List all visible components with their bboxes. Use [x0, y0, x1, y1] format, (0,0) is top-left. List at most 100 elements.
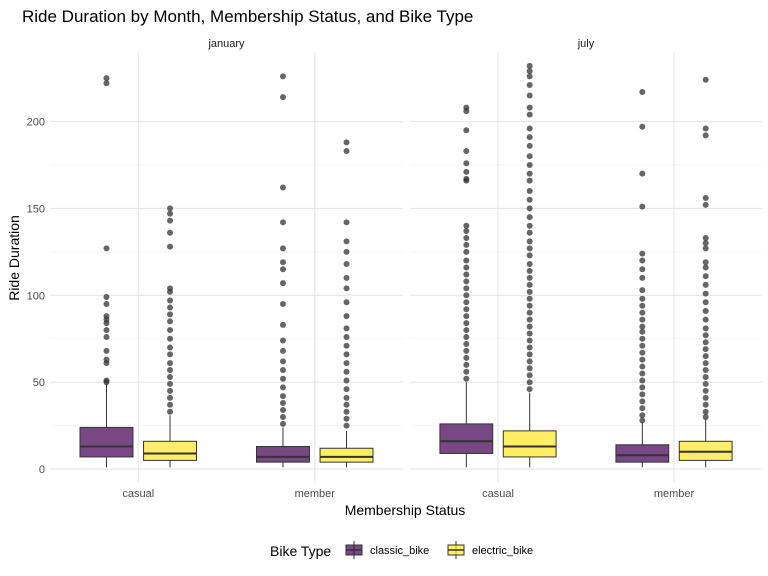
- outlier-point: [463, 361, 470, 368]
- outlier-point: [103, 379, 110, 386]
- box-casual-electric_bike: [502, 62, 557, 468]
- chart-title: Ride Duration by Month, Membership Statu…: [22, 7, 473, 26]
- box-member-classic_bike: [256, 73, 310, 468]
- outlier-point: [702, 353, 709, 360]
- outlier-point: [279, 94, 286, 101]
- outlier-point: [526, 365, 533, 372]
- outlier-point: [103, 294, 110, 301]
- legend-title: Bike Type: [270, 543, 331, 559]
- outlier-point: [639, 398, 646, 405]
- box-member-electric_bike: [678, 76, 733, 468]
- outlier-point: [463, 222, 470, 229]
- outlier-point: [639, 203, 646, 210]
- outlier-point: [526, 351, 533, 358]
- outlier-point: [702, 307, 709, 314]
- outlier-point: [343, 248, 350, 255]
- outlier-point: [526, 104, 533, 111]
- y-axis-title: Ride Duration: [6, 215, 22, 301]
- outlier-point: [103, 300, 110, 307]
- outlier-point: [279, 184, 286, 191]
- outlier-point: [702, 360, 709, 367]
- outlier-point: [639, 88, 646, 95]
- outlier-point: [167, 387, 174, 394]
- outlier-point: [463, 148, 470, 155]
- outlier-point: [702, 132, 709, 139]
- outlier-point: [702, 240, 709, 247]
- y-tick-label: 0: [39, 464, 45, 476]
- outlier-point: [343, 394, 350, 401]
- outlier-point: [639, 391, 646, 398]
- outlier-point: [702, 316, 709, 323]
- outlier-point: [526, 68, 533, 75]
- outlier-point: [343, 408, 350, 415]
- outlier-point: [167, 360, 174, 367]
- outlier-point: [279, 347, 286, 354]
- outlier-point: [702, 194, 709, 201]
- outlier-point: [639, 412, 646, 419]
- outlier-point: [639, 309, 646, 316]
- outlier-point: [463, 292, 470, 299]
- outlier-point: [526, 323, 533, 330]
- outlier-point: [463, 368, 470, 375]
- x-tick-label: member: [654, 488, 695, 500]
- outlier-point: [526, 330, 533, 337]
- outlier-point: [526, 222, 533, 229]
- x-tick-label: casual: [122, 488, 154, 500]
- facet-january: january casual member: [50, 38, 403, 500]
- outlier-point: [167, 373, 174, 380]
- box-member-electric_bike: [319, 139, 374, 468]
- outlier-point: [639, 335, 646, 342]
- outlier-point: [343, 139, 350, 146]
- outlier-point: [526, 252, 533, 259]
- outlier-point: [639, 123, 646, 130]
- outlier-point: [526, 161, 533, 168]
- outlier-point: [343, 325, 350, 332]
- outlier-point: [343, 422, 350, 429]
- outlier-point: [103, 80, 110, 87]
- outlier-point: [167, 243, 174, 250]
- outlier-point: [526, 358, 533, 365]
- outlier-point: [526, 238, 533, 245]
- outlier-point: [526, 379, 533, 386]
- box-member-classic_bike: [615, 88, 670, 468]
- outlier-point: [167, 288, 174, 295]
- outlier-point: [463, 127, 470, 134]
- outlier-point: [463, 313, 470, 320]
- outlier-point: [526, 73, 533, 80]
- outlier-point: [639, 316, 646, 323]
- outlier-point: [526, 295, 533, 302]
- outlier-point: [463, 334, 470, 341]
- outlier-point: [702, 332, 709, 339]
- outlier-point: [463, 234, 470, 241]
- outlier-point: [343, 299, 350, 306]
- outlier-point: [639, 405, 646, 412]
- outlier-point: [702, 234, 709, 241]
- outlier-point: [463, 271, 470, 278]
- facet-panels: january casual member july casual member: [50, 38, 762, 500]
- outlier-point: [639, 266, 646, 273]
- outlier-point: [702, 394, 709, 401]
- legend-entry-electric_bike: electric_bike: [447, 541, 533, 559]
- outlier-point: [526, 196, 533, 203]
- outlier-point: [279, 266, 286, 273]
- outlier-point: [702, 245, 709, 252]
- outlier-point: [279, 321, 286, 328]
- outlier-point: [702, 346, 709, 353]
- outlier-point: [463, 285, 470, 292]
- outlier-point: [526, 337, 533, 344]
- outlier-point: [639, 370, 646, 377]
- outlier-point: [167, 344, 174, 351]
- outlier-point: [279, 280, 286, 287]
- outlier-point: [526, 386, 533, 393]
- outlier-point: [526, 267, 533, 274]
- outlier-point: [167, 304, 174, 311]
- outlier-point: [167, 351, 174, 358]
- outlier-point: [702, 401, 709, 408]
- outlier-point: [343, 401, 350, 408]
- outlier-point: [463, 168, 470, 175]
- outlier-point: [463, 241, 470, 248]
- box-iqr: [143, 440, 197, 461]
- outlier-point: [343, 219, 350, 226]
- outlier-point: [167, 327, 174, 334]
